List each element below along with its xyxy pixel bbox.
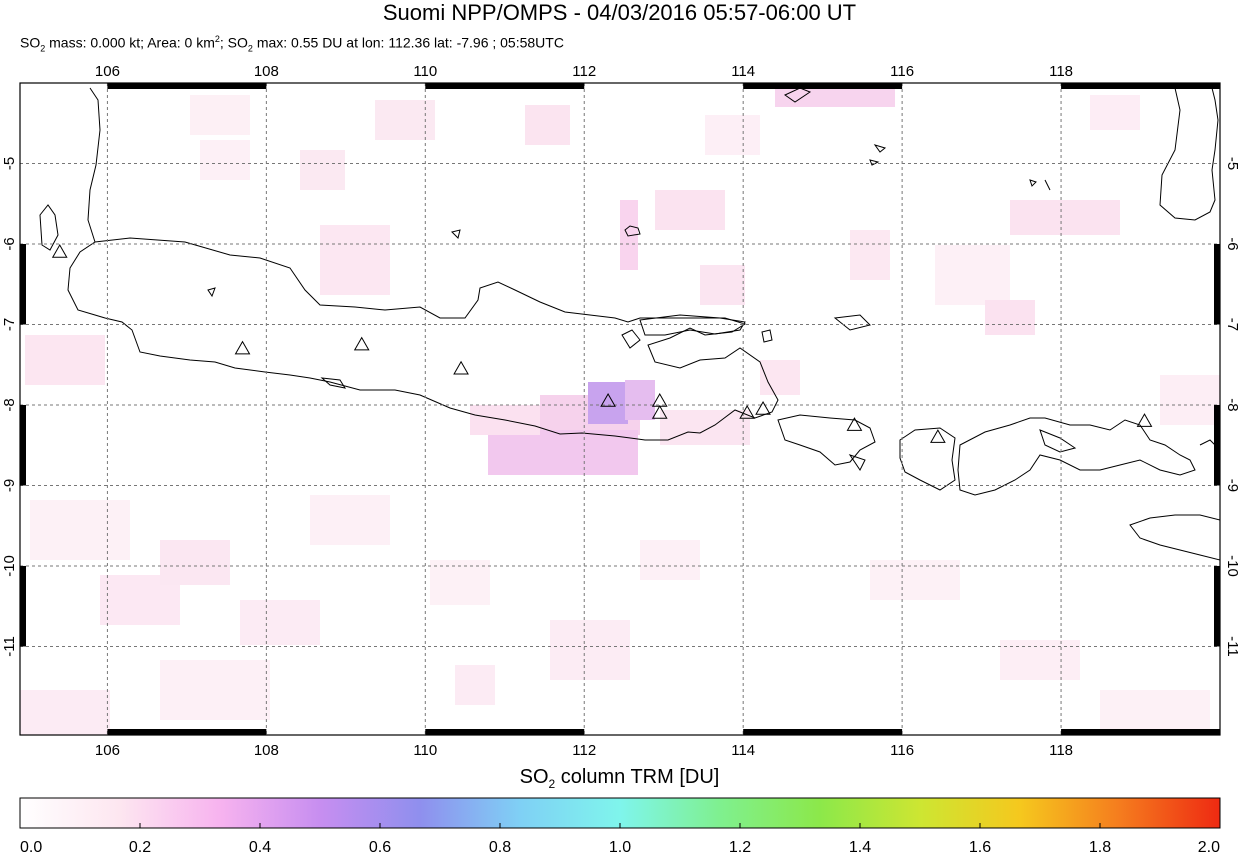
- volcano-triangle-icon: [51, 244, 68, 258]
- volcano-markers: [51, 244, 1153, 443]
- axis-tick-labels: 106 106 108 108 110 110 112 112 114 114 116 116 118 1…: [1, 63, 1239, 759]
- sumba-island-outline: [1129, 514, 1220, 561]
- lon-tick-label-top: 114: [731, 63, 755, 80]
- frame-bar-bottom: [425, 729, 585, 735]
- lon-tick-label-bottom: 106: [95, 742, 120, 759]
- colorbar-tick-label: 1.6: [969, 839, 991, 855]
- lat-tick-label-right: -6: [1224, 237, 1239, 250]
- sumbawa-island-outline: [957, 417, 1196, 496]
- colorbar-tick-label: 1.8: [1089, 839, 1111, 855]
- so2-stats-line: SO2 mass: 0.000 kt; Area: 0 km2; SO2 max…: [20, 34, 564, 54]
- colorbar-tick-label: 2.0: [1198, 839, 1220, 855]
- volcano-triangle-icon: [755, 400, 771, 415]
- lon-tick-label-top: 106: [95, 63, 120, 80]
- volcano-triangle-icon: [1136, 413, 1153, 427]
- frame-bar-left: [20, 243, 26, 325]
- frame-bar-top: [107, 83, 267, 89]
- frame-bar-left: [20, 565, 26, 647]
- frame-bar-bottom: [743, 729, 903, 735]
- frame-bar-left: [20, 404, 26, 486]
- volcano-triangle-icon: [353, 336, 370, 351]
- lon-tick-label-top: 118: [1049, 63, 1073, 80]
- volcano-triangle-icon: [846, 417, 863, 431]
- madura-island-outline: [639, 314, 746, 336]
- colorbar-tick-label: 0.0: [20, 839, 42, 855]
- lat-tick-label-left: -10: [1, 555, 18, 577]
- frame-bar-top: [425, 83, 585, 89]
- frame-bar-bottom: [107, 729, 267, 735]
- lat-tick-label-right: -5: [1224, 157, 1239, 170]
- graticule: [20, 83, 1220, 735]
- colorbar-tick-label: 0.4: [249, 839, 271, 855]
- volcano-triangle-icon: [930, 429, 946, 443]
- lat-tick-label-left: -5: [1, 157, 18, 170]
- lat-tick-label-left: -9: [1, 479, 18, 492]
- frame-bar-right: [1214, 404, 1220, 486]
- colorbar-title-suffix: column TRM [DU]: [555, 766, 720, 788]
- lat-tick-label-right: -7: [1224, 318, 1239, 331]
- lon-tick-label-bottom: 112: [572, 742, 596, 759]
- frame-bar-top: [1061, 83, 1220, 89]
- frame-tick-bars: [20, 83, 1220, 735]
- colorbar-tick-label: 0.6: [369, 839, 391, 855]
- lat-tick-label-left: -11: [1, 636, 18, 657]
- colorbar-tick-label: 0.8: [489, 839, 511, 855]
- frame-bar-top: [743, 83, 903, 89]
- so2-mass-text: mass: 0.000 kt; Area: 0 km: [45, 34, 215, 51]
- volcano-triangle-icon: [453, 360, 469, 375]
- lon-tick-label-bottom: 118: [1049, 742, 1073, 759]
- frame-bar-bottom: [1061, 729, 1220, 735]
- coastline-layer: [39, 87, 1220, 561]
- lon-tick-label-bottom: 108: [254, 742, 279, 759]
- lombok-island-outline: [899, 427, 956, 491]
- colorbar-ticks: 0.0 0.2 0.4 0.6 0.8 1.0 1.2 1.4 1.6 1.8 2.0: [19, 823, 1221, 855]
- colorbar-title-prefix: SO: [519, 766, 549, 788]
- volcano-triangle-icon: [651, 405, 668, 419]
- volcano-triangle-icon: [600, 392, 616, 407]
- lon-tick-label-bottom: 114: [731, 742, 755, 759]
- colorbar: 0.0 0.2 0.4 0.6 0.8 1.0 1.2 1.4 1.6 1.8 2.0: [19, 797, 1221, 855]
- so2-max-prefix: ; SO: [219, 34, 248, 51]
- colorbar-tick-label: 1.2: [729, 839, 751, 855]
- lon-tick-label-top: 108: [254, 63, 279, 80]
- volcano-triangle-icon: [234, 340, 251, 355]
- lon-tick-label-top: 116: [890, 63, 914, 80]
- so2-cells: [20, 85, 1220, 735]
- lon-tick-label-bottom: 110: [413, 742, 437, 759]
- frame-bar-right: [1214, 243, 1220, 325]
- lat-tick-label-right: -9: [1224, 479, 1239, 492]
- map-title: Suomi NPP/OMPS - 04/03/2016 05:57-06:00 …: [382, 0, 857, 25]
- so2-mass-prefix: SO: [20, 34, 41, 51]
- lon-tick-label-top: 110: [413, 63, 437, 80]
- lat-tick-label-right: -8: [1224, 398, 1239, 411]
- lat-tick-label-left: -8: [1, 398, 18, 411]
- colorbar-tick-label: 1.4: [849, 839, 871, 855]
- colorbar-tick-label: 0.2: [129, 839, 151, 855]
- lat-tick-label-right: -11: [1224, 636, 1239, 657]
- lat-tick-label-left: -6: [1, 237, 18, 250]
- frame-bar-right: [1214, 565, 1220, 647]
- lat-tick-label-left: -7: [1, 318, 18, 331]
- java-island-outline: [67, 237, 779, 441]
- colorbar-title: SO2 column TRM [DU]: [519, 766, 720, 791]
- colorbar-tick-label: 1.0: [609, 839, 631, 855]
- volcano-triangle-icon: [739, 405, 756, 419]
- lon-tick-label-bottom: 116: [890, 742, 914, 759]
- bali-island-outline: [777, 414, 876, 466]
- lat-tick-label-right: -10: [1224, 555, 1239, 577]
- map-panel: 106 106 108 108 110 110 112 112 114 114 116 116 118 1…: [1, 63, 1239, 759]
- lon-tick-label-top: 112: [572, 63, 596, 80]
- so2-max-text: max: 0.55 DU at lon: 112.36 lat: -7.96 ;…: [252, 34, 564, 51]
